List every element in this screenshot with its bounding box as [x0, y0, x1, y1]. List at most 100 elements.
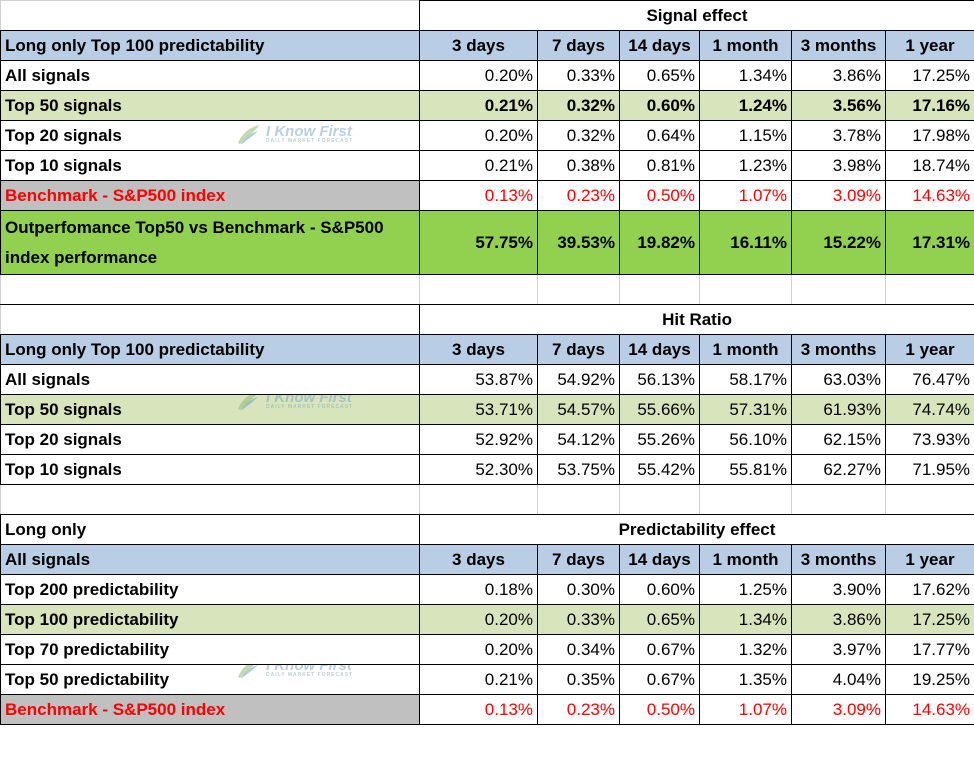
empty-cell: [0, 0, 420, 31]
value-cell: 3.86%: [791, 60, 886, 91]
value-cell: 62.27%: [791, 454, 886, 485]
column-header: 3 days: [419, 544, 538, 575]
table-row: All signals 0.20% 0.33% 0.65% 1.34% 3.86…: [0, 60, 974, 91]
value-cell: 3.90%: [791, 574, 886, 605]
column-header: 1 year: [884, 334, 974, 365]
table-row: Top 70 predictability 0.20% 0.34% 0.67% …: [0, 634, 974, 665]
empty-cell: [0, 304, 420, 335]
column-header: 7 days: [537, 334, 620, 365]
value-cell: 15.22%: [791, 210, 886, 275]
value-cell: 55.26%: [619, 424, 700, 455]
row-label: Top 20 signals: [5, 125, 122, 145]
value-cell: 57.75%: [419, 210, 538, 275]
row-label: Top 200 predictability: [0, 574, 420, 605]
watermark-logo: I Know First DAILY MARKET FORECAST: [236, 395, 353, 412]
value-cell: 3.09%: [791, 180, 886, 211]
benchmark-row: Benchmark - S&P500 index 0.13% 0.23% 0.5…: [0, 694, 974, 725]
row-label: Top 70 predictability: [0, 634, 420, 665]
value-cell: 14.63%: [884, 180, 974, 211]
empty-cell: [419, 274, 538, 305]
empty-cell: [619, 274, 700, 305]
watermark-tagline: DAILY MARKET FORECAST: [266, 672, 354, 678]
column-header-row: Long only Top 100 predictability 3 days …: [0, 30, 974, 61]
empty-cell: [884, 484, 974, 515]
value-cell: 54.12%: [537, 424, 620, 455]
leaf-logo-icon: [238, 395, 258, 410]
value-cell: 61.93%: [791, 394, 886, 425]
column-header: 3 months: [791, 334, 886, 365]
row-label: Top 10 signals: [0, 150, 420, 181]
column-header: 1 month: [699, 544, 792, 575]
watermark-logo: I Know First DAILY MARKET FORECAST: [236, 665, 353, 680]
value-cell: 0.33%: [537, 60, 620, 91]
empty-cell: [699, 274, 792, 305]
empty-cell: [537, 484, 620, 515]
column-header: 3 months: [791, 544, 886, 575]
row-label: Top 50 predictability: [5, 669, 170, 689]
value-cell: 62.15%: [791, 424, 886, 455]
column-header-row: All signals 3 days 7 days 14 days 1 mont…: [0, 544, 974, 575]
value-cell: 63.03%: [791, 364, 886, 395]
value-cell: 55.66%: [619, 394, 700, 425]
column-header: 3 days: [419, 334, 538, 365]
spacer-row: [0, 274, 974, 305]
column-header: 1 year: [884, 544, 974, 575]
value-cell: 0.38%: [537, 150, 620, 181]
column-header: 7 days: [537, 30, 620, 61]
row-header-label: Long only Top 100 predictability: [0, 334, 420, 365]
value-cell: 17.98%: [884, 120, 974, 151]
value-cell: 0.34%: [537, 634, 620, 665]
value-cell: 39.53%: [537, 210, 620, 275]
value-cell: 0.50%: [619, 180, 700, 211]
value-cell: 0.65%: [619, 60, 700, 91]
value-cell: 0.21%: [419, 90, 538, 121]
row-label: Top 10 signals: [0, 454, 420, 485]
value-cell: 0.60%: [619, 574, 700, 605]
value-cell: 0.64%: [619, 120, 700, 151]
row-label: Top 50 signals: [5, 399, 122, 419]
value-cell: 0.23%: [537, 694, 620, 725]
outperformance-row: Outperfomance Top50 vs Benchmark - S&P50…: [0, 210, 974, 275]
row-label: All signals: [0, 60, 420, 91]
value-cell: 1.23%: [699, 150, 792, 181]
empty-cell: [884, 274, 974, 305]
value-cell: 17.25%: [884, 60, 974, 91]
value-cell: 71.95%: [884, 454, 974, 485]
value-cell: 3.98%: [791, 150, 886, 181]
column-header: 14 days: [619, 544, 700, 575]
section-title: Signal effect: [418, 0, 974, 31]
value-cell: 1.32%: [699, 634, 792, 665]
value-cell: 0.20%: [419, 634, 538, 665]
watermark-brand: I Know First: [266, 123, 352, 140]
value-cell: 0.65%: [619, 604, 700, 635]
value-cell: 17.77%: [884, 634, 974, 665]
empty-cell: [0, 274, 420, 305]
value-cell: 0.23%: [537, 180, 620, 211]
signal-effect-title-row: Signal effect: [0, 0, 974, 31]
column-header: 14 days: [619, 334, 700, 365]
column-header: 7 days: [537, 544, 620, 575]
value-cell: 1.24%: [699, 90, 792, 121]
row-label: Benchmark - S&P500 index: [0, 180, 420, 211]
row-label: Top 20 signals: [0, 424, 420, 455]
value-cell: 0.20%: [419, 604, 538, 635]
empty-cell: [791, 484, 886, 515]
row-label: Benchmark - S&P500 index: [0, 694, 420, 725]
watermark-tagline: DAILY MARKET FORECAST: [266, 138, 354, 144]
value-cell: 1.07%: [699, 694, 792, 725]
empty-cell: [699, 484, 792, 515]
value-cell: 19.25%: [884, 664, 974, 695]
predictability-title-row: Long only Predictability effect: [0, 514, 974, 545]
value-cell: 74.74%: [884, 394, 974, 425]
value-cell: 0.13%: [419, 180, 538, 211]
value-cell: 4.04%: [791, 664, 886, 695]
table-row: Top 100 predictability 0.20% 0.33% 0.65%…: [0, 604, 974, 635]
table-row: Top 20 signals 52.92% 54.12% 55.26% 56.1…: [0, 424, 974, 455]
value-cell: 56.13%: [619, 364, 700, 395]
column-header-row: Long only Top 100 predictability 3 days …: [0, 334, 974, 365]
empty-cell: [537, 274, 620, 305]
value-cell: 0.50%: [619, 694, 700, 725]
empty-cell: [619, 484, 700, 515]
value-cell: 58.17%: [699, 364, 792, 395]
table-row: Top 50 signals 0.21% 0.32% 0.60% 1.24% 3…: [0, 90, 974, 121]
